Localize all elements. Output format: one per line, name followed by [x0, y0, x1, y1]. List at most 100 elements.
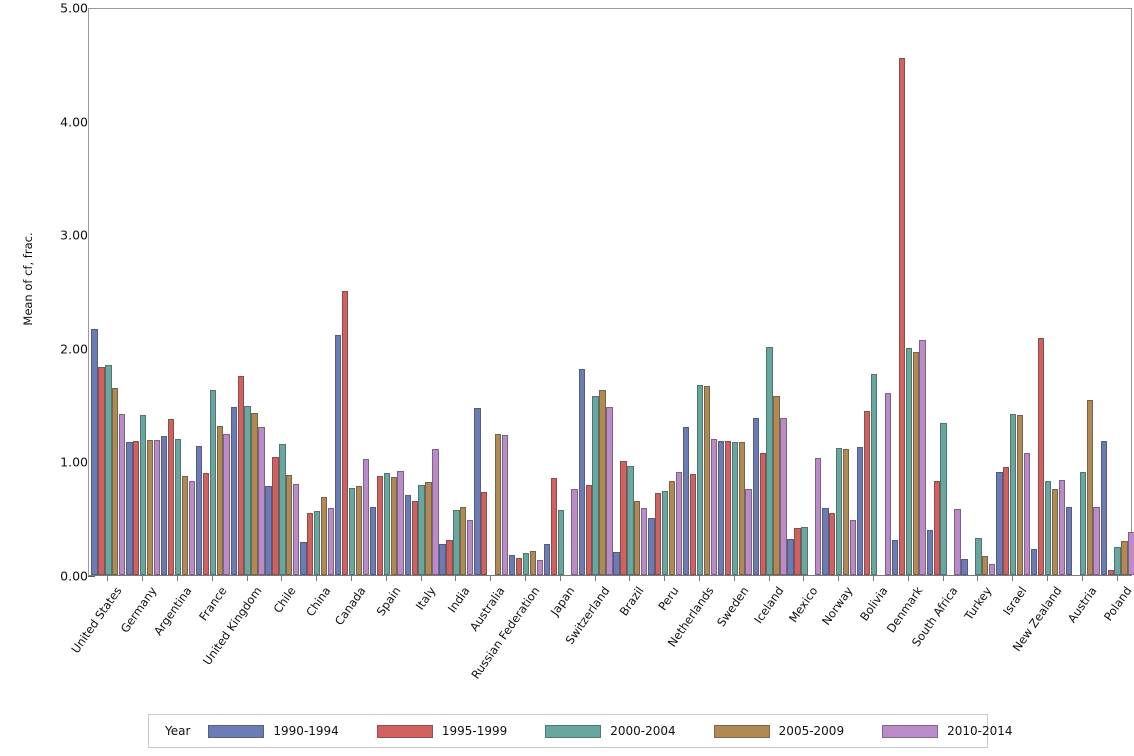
bar-group: [1065, 9, 1100, 575]
x-tick: [1047, 576, 1048, 581]
bar: [446, 539, 453, 575]
y-tick-label: 1.00: [60, 454, 88, 470]
bar: [161, 436, 168, 575]
bar: [606, 406, 613, 575]
bar: [404, 495, 411, 575]
bar: [982, 555, 989, 575]
x-tick: [838, 576, 840, 581]
bar: [251, 412, 258, 575]
bar: [571, 488, 578, 575]
bar-group: [265, 9, 300, 575]
bar: [230, 406, 237, 575]
bar: [188, 480, 195, 575]
legend-item[interactable]: 2010-2014: [882, 724, 1013, 738]
legend-item[interactable]: 1990-1994: [208, 724, 366, 738]
legend-item[interactable]: 1995-1999: [376, 724, 535, 738]
x-tick: [664, 576, 666, 581]
bar: [335, 335, 342, 575]
bar: [634, 501, 641, 575]
x-tick: [629, 576, 631, 581]
chart-legend: Year 1990-1994 1995-1999 2000-2004 2005-200…: [148, 714, 1013, 748]
bar: [202, 472, 210, 575]
bar: [543, 544, 551, 575]
bar-group: [752, 9, 787, 575]
bar: [578, 369, 585, 575]
legend-swatch: [882, 724, 939, 738]
bar-groups: [89, 9, 1134, 575]
bar-group: [369, 9, 404, 575]
bar: [912, 352, 919, 575]
x-tick: [733, 576, 735, 581]
bar: [731, 442, 738, 575]
x-tick: [768, 576, 770, 581]
bar: [961, 559, 968, 575]
bar: [891, 539, 899, 575]
bar: [1100, 440, 1107, 575]
bar: [787, 538, 794, 575]
bar: [397, 470, 404, 575]
bar: [1086, 400, 1093, 575]
bar: [355, 486, 363, 575]
bar: [439, 544, 446, 575]
bar: [1003, 467, 1010, 575]
bar: [675, 471, 683, 575]
bar: [272, 456, 279, 575]
bar-group: [439, 9, 474, 575]
bar-group: [1100, 9, 1134, 575]
x-tick: [316, 576, 318, 581]
bar: [362, 459, 369, 575]
bar: [418, 485, 425, 575]
y-axis-labels: 0.00 1.00 2.00 3.00 4.00 5.00: [46, 0, 88, 756]
bar-group: [891, 9, 926, 575]
bar: [167, 419, 175, 575]
legend-item[interactable]: 2005-2009: [713, 724, 872, 738]
bar: [140, 414, 147, 575]
bar: [738, 442, 745, 575]
bar: [870, 373, 878, 575]
bar: [327, 507, 335, 575]
bar: [474, 408, 481, 575]
bar: [926, 529, 933, 575]
x-tick: [351, 576, 352, 581]
bar: [933, 480, 940, 575]
bar-group: [613, 9, 648, 575]
bar: [1010, 413, 1017, 575]
x-tick: [490, 576, 492, 581]
bar: [133, 440, 140, 575]
bar: [662, 490, 669, 575]
bar: [300, 542, 307, 575]
legend-item[interactable]: 2000-2004: [545, 724, 703, 738]
y-tick-label: 4.00: [60, 114, 88, 130]
y-tick-label: 5.00: [60, 0, 88, 16]
bar: [1107, 570, 1114, 575]
bar: [863, 411, 871, 575]
bar: [453, 510, 460, 575]
bar: [112, 387, 119, 575]
bar: [703, 386, 711, 575]
bar: [536, 560, 543, 575]
bar: [822, 507, 829, 575]
bar: [1079, 471, 1086, 575]
bar: [522, 553, 530, 575]
bar: [801, 527, 808, 575]
bar: [585, 485, 592, 575]
bar: [91, 328, 98, 575]
bar: [620, 461, 627, 575]
bar: [1037, 337, 1045, 575]
bar: [216, 426, 223, 575]
x-axis-labels: United States Germany Argentina France Unite…: [69, 576, 1134, 706]
bar-group: [996, 9, 1031, 575]
bar: [1058, 479, 1065, 575]
bar: [989, 563, 996, 575]
bar: [425, 481, 432, 575]
bar: [752, 418, 759, 575]
bar: [237, 376, 244, 575]
bar: [174, 438, 182, 575]
bar: [794, 528, 801, 575]
bar: [683, 427, 690, 575]
bar-group: [543, 9, 578, 575]
x-tick: [211, 576, 213, 581]
bar: [1023, 453, 1031, 575]
bar-group: [474, 9, 509, 575]
bar: [668, 480, 676, 575]
